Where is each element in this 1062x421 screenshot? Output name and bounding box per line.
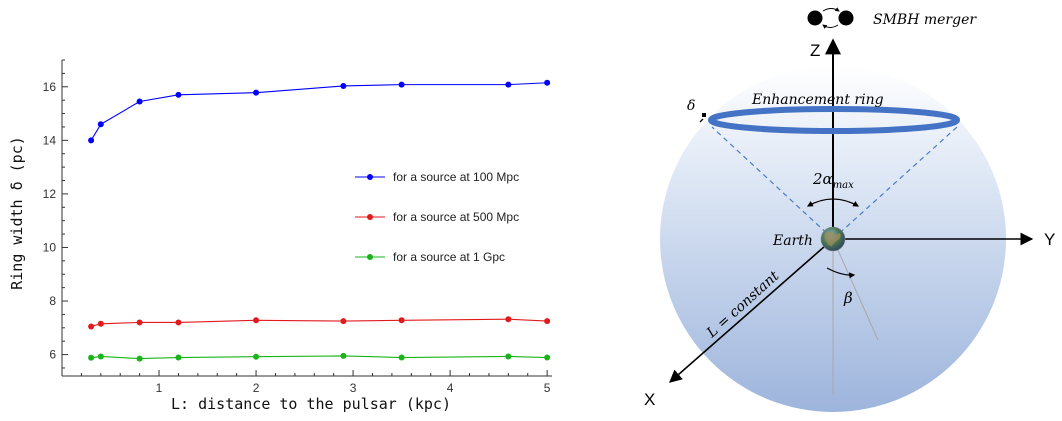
beta-arc — [826, 267, 856, 279]
legend-label-1: for a source at 500 Mpc — [393, 210, 519, 224]
data-point-2-5 — [340, 352, 347, 359]
y-tick-label: 14 — [43, 133, 57, 147]
y-tick-label: 16 — [43, 80, 57, 94]
x-tick-label: 4 — [447, 381, 454, 395]
ring-label: Enhancement ring — [751, 92, 884, 108]
legend-swatch-dot-0 — [367, 174, 373, 180]
delta-marker-square — [702, 113, 706, 117]
data-point-1-0 — [88, 323, 95, 330]
data-point-2-8 — [544, 354, 551, 361]
data-point-1-7 — [505, 316, 512, 323]
orbit-arrow-bottom-icon — [822, 24, 839, 29]
delta-label: δ — [687, 98, 695, 114]
data-point-1-6 — [398, 317, 405, 324]
y-axis-label-diagram: Y — [1044, 230, 1055, 249]
series-line-2 — [91, 355, 548, 360]
diagram-svg: SMBH merger Z Enhancement ring δ 2αmax E… — [644, 7, 1055, 412]
earth-label: Earth — [772, 233, 813, 249]
enhancement-ring — [708, 106, 960, 134]
legend-label-0: for a source at 100 Mpc — [393, 170, 519, 184]
delta-marker-tick — [699, 118, 704, 123]
earth-continent-shape — [824, 231, 841, 246]
ring-width-chart: 1 2 3 4 5 6 8 10 12 14 16 for a source at 100 Mpc f… — [8, 59, 552, 413]
x-axis-label-diagram: X — [644, 390, 655, 409]
y-tick-label: 6 — [49, 348, 56, 362]
data-point-2-3 — [175, 354, 182, 361]
y-tick-label: 10 — [43, 240, 57, 254]
x-axis — [669, 238, 834, 383]
y-axis-label: Ring width δ (pc) — [8, 136, 26, 290]
series-line-1 — [90, 318, 548, 327]
legend-label-2: for a source at 1 Gpc — [393, 250, 505, 264]
data-point-0-3 — [175, 91, 182, 98]
legend-swatch-dot-1 — [367, 214, 373, 220]
data-point-1-5 — [340, 318, 347, 325]
z-axis-label: Z — [810, 41, 820, 60]
data-point-2-7 — [505, 353, 512, 360]
x-axis-label: L: distance to the pulsar (kpc) — [171, 395, 451, 413]
data-point-1-2 — [136, 319, 143, 326]
data-point-2-1 — [97, 353, 104, 360]
data-point-0-8 — [544, 79, 551, 86]
black-hole-left-icon — [807, 10, 823, 26]
data-point-0-5 — [340, 82, 347, 89]
y-tick-label: 12 — [43, 187, 57, 201]
data-point-0-6 — [398, 81, 405, 88]
data-point-1-1 — [97, 320, 104, 327]
series-line-0 — [90, 82, 548, 141]
data-point-0-4 — [253, 89, 260, 96]
data-point-1-3 — [175, 319, 182, 326]
data-point-1-8 — [544, 318, 551, 325]
cone-line-right — [832, 126, 958, 240]
x-tick-label: 3 — [350, 381, 357, 395]
smbh-merger-label: SMBH merger — [873, 12, 977, 28]
x-tick-label: 2 — [253, 381, 260, 395]
data-point-2-4 — [253, 353, 260, 360]
alpha-label: 2αmax — [812, 170, 854, 191]
x-tick-label: 5 — [544, 381, 551, 395]
orbit-arrow-top-icon — [822, 7, 840, 12]
enhancement-ring-diagram: SMBH merger Z Enhancement ring δ 2αmax E… — [620, 0, 1062, 416]
data-point-2-2 — [136, 355, 143, 362]
pulsar-direction-line — [832, 238, 879, 341]
data-point-0-0 — [88, 137, 95, 144]
legend-swatch-dot-2 — [367, 254, 373, 260]
beta-label: β — [843, 289, 853, 307]
y-tick-label: 8 — [49, 294, 56, 308]
data-point-2-6 — [398, 354, 405, 361]
alpha-arc — [806, 198, 860, 207]
data-point-1-4 — [253, 317, 260, 324]
cone-line-left — [711, 126, 834, 240]
data-point-0-1 — [97, 121, 104, 128]
data-point-0-7 — [505, 81, 512, 88]
black-hole-right-icon — [838, 10, 854, 26]
data-point-2-0 — [88, 354, 95, 361]
data-point-0-2 — [136, 98, 143, 105]
x-tick-label: 1 — [156, 381, 163, 395]
